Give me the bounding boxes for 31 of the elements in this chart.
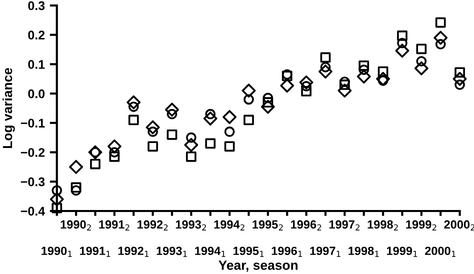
x-tick-label: 1996$_{2}$ — [291, 220, 322, 230]
x-tick-label: 1995$_{1}$ — [233, 246, 264, 257]
x-tick-label: 1992$_{1}$ — [118, 246, 148, 257]
x-tick-label: 1990$_{1}$ — [42, 246, 72, 257]
x-tick-label: 1992$_{2}$ — [138, 220, 168, 230]
x-tick-label: 1999$_{2}$ — [406, 220, 436, 230]
y-tick-label: −0.3 — [20, 177, 45, 186]
y-tick-label: −0.4 — [20, 206, 46, 216]
y-tick-label: 0.3 — [28, 1, 45, 10]
x-tick-label: 1996$_{1}$ — [272, 246, 302, 257]
y-tick-label: 0.2 — [28, 30, 45, 40]
y-axis-title: Log variance — [2, 68, 15, 148]
x-tick-label: 2000$_{1}$ — [425, 246, 456, 257]
y-tick-label: 0.0 — [28, 89, 45, 98]
x-tick-label: 1990$_{2}$ — [60, 220, 91, 230]
x-tick-label: 1998$_{2}$ — [368, 220, 398, 230]
x-tick-label: 1991$_{1}$ — [80, 246, 110, 257]
y-tick-label: −0.2 — [20, 148, 45, 157]
x-tick-label: 1994$_{1}$ — [195, 246, 226, 257]
x-axis-title: Year, season — [218, 260, 298, 272]
x-tick-label: 1998$_{1}$ — [348, 246, 379, 257]
y-tick-label: −0.1 — [20, 118, 45, 128]
x-tick-label: 1997$_{2}$ — [329, 220, 360, 230]
x-tick-label: 1995$_{2}$ — [252, 220, 283, 230]
y-tick-label: 0.1 — [28, 60, 45, 69]
x-tick-label: 1993$_{2}$ — [176, 220, 206, 230]
x-tick-label: 1991$_{2}$ — [99, 220, 130, 230]
x-tick-label: 1994$_{2}$ — [214, 220, 244, 230]
x-tick-label: 1999$_{1}$ — [386, 246, 418, 257]
x-tick-label: 1997$_{1}$ — [310, 246, 340, 257]
x-tick-label: 1993$_{1}$ — [156, 246, 187, 257]
